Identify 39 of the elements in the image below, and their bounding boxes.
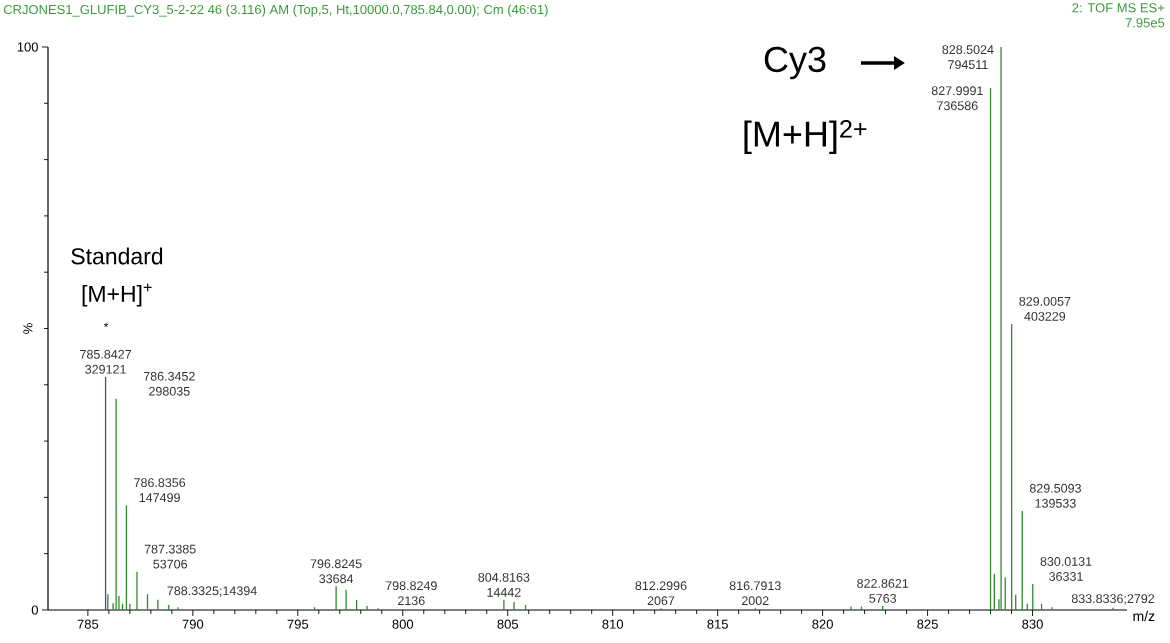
annotation: 827.9991 736586 — [931, 86, 983, 111]
annotation: 822.8621 5763 — [857, 579, 909, 603]
x-tick-label: 800 — [392, 619, 414, 629]
annotation: 829.0057 403229 — [1019, 296, 1071, 321]
x-tick-label: 805 — [497, 619, 519, 629]
x-tick-label: 790 — [182, 619, 204, 629]
annotation: 804.8163 14442 — [478, 572, 530, 597]
x-axis-title: m/z — [1133, 610, 1155, 622]
y-axis-title: % — [23, 323, 33, 334]
x-tick-label: 815 — [707, 619, 728, 629]
text: 2: TOF MS ES+ — [1072, 3, 1165, 13]
x-tick-label: 830 — [1022, 619, 1043, 629]
x-tick-label: 785 — [77, 619, 99, 629]
chart-title: CRJONES1_GLUFIB_CY3_5-2-22 46 (3.116) AM (Top,5, Ht,10000.0,785.84,0.00); Cm (46:61) — [3, 4, 548, 17]
y-tick-label: 0 — [31, 605, 38, 615]
annotation: 785.8427 329121 — [80, 349, 131, 374]
annotation: [M+H]$^{2+}$ — [744, 119, 867, 155]
annotation: Standard — [71, 247, 163, 265]
text: 7.95e5 — [1125, 18, 1165, 28]
annotation: 830.0131 36331 — [1040, 557, 1092, 581]
annotation: Cy3 — [764, 46, 826, 80]
annotation: 798.8249 2136 — [385, 581, 437, 606]
annotation: 828.5024 794511 — [942, 45, 994, 70]
annotation: 786.3452 298035 — [143, 371, 195, 396]
annotation: * — [103, 322, 109, 328]
annotation: [M+H]$^{+}$ — [82, 283, 152, 307]
x-tick-label: 825 — [917, 619, 938, 629]
x-tick-label: 795 — [287, 619, 309, 629]
annotation: 796.8245 33684 — [310, 559, 362, 584]
annotation: 816.7913 2002 — [729, 581, 781, 606]
annotation: 786.8356 147499 — [134, 478, 186, 503]
annotation: 788.3325;14394 — [167, 586, 257, 597]
x-tick-label: 820 — [812, 619, 833, 629]
annotation: 833.8336;2792 — [1071, 594, 1155, 605]
annotation: 787.3385 53706 — [144, 544, 196, 569]
y-tick-label: 100 — [17, 42, 38, 52]
x-tick-label: 810 — [602, 619, 624, 629]
annotation: 829.5093 139533 — [1029, 483, 1081, 508]
annotation: 812.2996 2067 — [635, 581, 687, 606]
